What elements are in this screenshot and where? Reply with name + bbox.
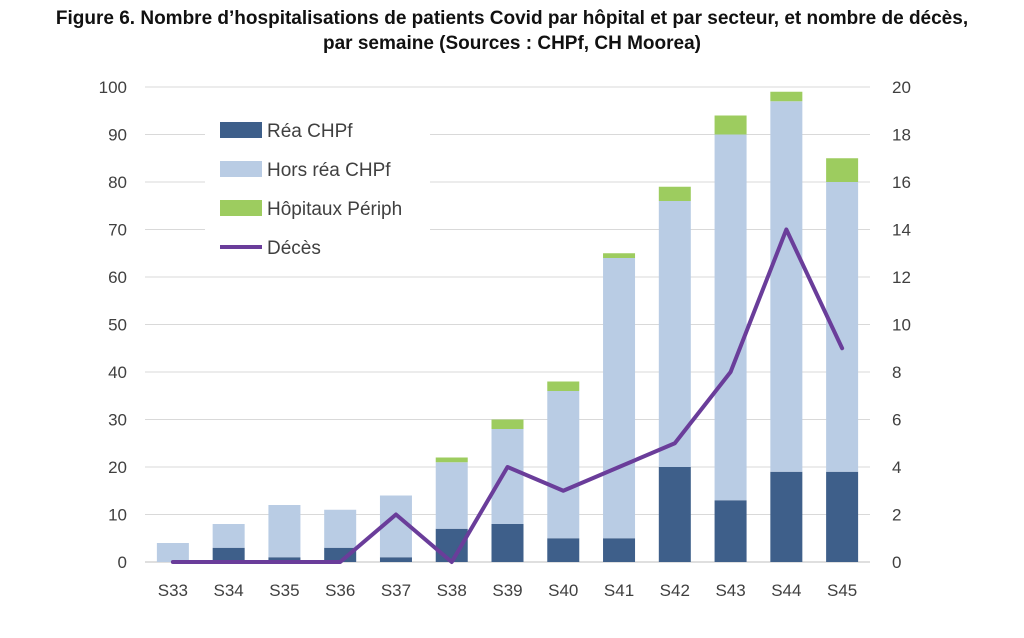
bar-segment [212, 524, 245, 548]
y-tick-label: 60 [108, 268, 127, 287]
x-axis: S33 S34 S35 S36 S37 S38 S39 S40 S41 S42 S43 S44 S45 [158, 581, 857, 600]
bar-segment [491, 419, 524, 429]
bar-segment [547, 391, 580, 539]
y-tick-label: 20 [108, 458, 127, 477]
legend-swatch [220, 161, 262, 177]
y-tick-label: 80 [108, 173, 127, 192]
bar-segment [379, 557, 412, 562]
chart-title: Figure 6. Nombre d’hospitalisations de p… [0, 6, 1024, 56]
y-tick-label: 90 [108, 126, 127, 145]
x-tick-label: S35 [269, 581, 299, 600]
bar-segment [212, 547, 245, 562]
y2-tick-label: 16 [892, 173, 911, 192]
bar-segment [658, 467, 691, 562]
y2-tick-label: 10 [892, 316, 911, 335]
bar-segment [770, 471, 803, 562]
y-tick-label: 30 [108, 411, 127, 430]
y-tick-label: 40 [108, 363, 127, 382]
bar-segment [826, 158, 859, 182]
y2-tick-label: 14 [892, 221, 911, 240]
bar-segment [770, 101, 803, 472]
x-tick-label: S42 [660, 581, 690, 600]
y2-tick-label: 0 [892, 553, 901, 572]
bar-segment [491, 524, 524, 562]
bar-segment [826, 471, 859, 562]
chart-title-line-1: Figure 6. Nombre d’hospitalisations de p… [55, 8, 969, 29]
legend-label: Hôpitaux Périph [267, 199, 402, 220]
x-tick-label: S33 [158, 581, 188, 600]
legend-label: Décès [267, 238, 321, 259]
legend: Réa CHPf Hors réa CHPf Hôpitaux Périph Décè… [205, 108, 430, 266]
x-tick-label: S34 [214, 581, 244, 600]
x-tick-label: S45 [827, 581, 857, 600]
y-tick-label: 10 [108, 506, 127, 525]
bar-segment [547, 381, 580, 391]
y-axis-left: 0 10 20 30 40 50 60 70 80 90 100 [99, 78, 127, 572]
x-tick-label: S39 [492, 581, 522, 600]
bar-segment [324, 547, 357, 562]
x-tick-label: S44 [771, 581, 801, 600]
bar-segment [603, 258, 636, 539]
x-tick-label: S37 [381, 581, 411, 600]
bar-segment [156, 543, 189, 562]
y2-tick-label: 20 [892, 78, 911, 97]
x-tick-label: S43 [715, 581, 745, 600]
legend-swatch [220, 200, 262, 216]
x-tick-label: S38 [437, 581, 467, 600]
bar-segment [324, 509, 357, 548]
legend-swatch [220, 122, 262, 138]
bars [156, 91, 859, 562]
y-tick-label: 50 [108, 316, 127, 335]
y2-tick-label: 18 [892, 126, 911, 145]
bar-segment [714, 115, 747, 135]
bar-segment [714, 134, 747, 501]
chart-title-line-2: par semaine (Sources : CHPf, CH Moorea) [323, 33, 701, 54]
bar-segment [268, 557, 301, 562]
y2-tick-label: 6 [892, 411, 901, 430]
y-tick-label: 100 [99, 78, 127, 97]
bar-segment [268, 505, 301, 558]
bar-segment [603, 253, 636, 258]
y2-tick-label: 8 [892, 363, 901, 382]
deaths-line [170, 227, 845, 564]
y2-tick-label: 4 [892, 458, 901, 477]
bar-segment [379, 495, 412, 558]
y-axis-right: 0 2 4 6 8 10 12 14 16 18 20 [892, 78, 911, 572]
bar-segment [770, 91, 803, 102]
bar-segment [547, 538, 580, 562]
y2-tick-label: 12 [892, 268, 911, 287]
bar-segment [714, 500, 747, 562]
bar-segment [491, 429, 524, 524]
y-tick-label: 70 [108, 221, 127, 240]
x-tick-label: S36 [325, 581, 355, 600]
bar-segment [435, 457, 468, 463]
legend-label: Hors réa CHPf [267, 160, 391, 181]
bar-segment [658, 201, 691, 467]
x-tick-label: S40 [548, 581, 578, 600]
legend-label: Réa CHPf [267, 121, 353, 142]
y-tick-label: 0 [118, 553, 127, 572]
bar-segment [603, 538, 636, 562]
bar-segment [435, 462, 468, 529]
x-tick-label: S41 [604, 581, 634, 600]
y2-tick-label: 2 [892, 506, 901, 525]
bar-segment [658, 186, 691, 201]
